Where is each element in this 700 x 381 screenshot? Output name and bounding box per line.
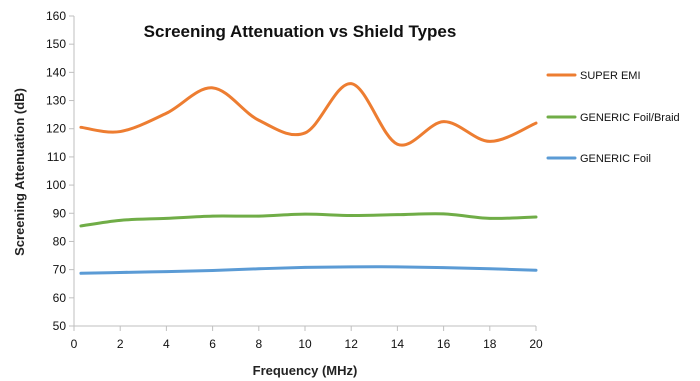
data-point-super-emi <box>441 119 445 123</box>
x-tick-label: 8 <box>255 337 262 351</box>
x-tick-label: 18 <box>483 337 497 351</box>
x-tick-label: 16 <box>437 337 451 351</box>
data-point-super-emi <box>303 131 307 135</box>
data-point-super-emi <box>488 139 492 143</box>
axes: 50 60 70 80 90 100 110 120 130 140 150 160 0 2 4 6 8 10 12… <box>46 9 543 351</box>
y-tick-label: 140 <box>46 65 66 79</box>
data-point-generic-foil <box>534 268 538 272</box>
series-line-generic-foil <box>79 265 538 275</box>
data-point-super-emi <box>534 121 538 125</box>
y-tick-label: 110 <box>47 150 66 164</box>
data-point-generic-foil-braid <box>164 216 168 220</box>
data-point-generic-foil <box>395 265 399 269</box>
data-point-generic-foil-braid <box>118 218 122 222</box>
data-point-super-emi <box>210 86 214 90</box>
data-point-generic-foil-braid <box>441 212 445 216</box>
series-line-generic-foil-braid <box>79 212 538 228</box>
plot-series <box>79 81 538 275</box>
data-point-generic-foil-braid <box>349 213 353 217</box>
data-point-generic-foil-braid <box>257 214 261 218</box>
x-tick-label: 2 <box>117 337 124 351</box>
legend: SUPER EMI GENERIC Foil/Braid GENERIC Foil <box>546 70 680 165</box>
data-point-generic-foil <box>257 267 261 271</box>
data-point-generic-foil-braid <box>488 216 492 220</box>
data-point-generic-foil <box>164 269 168 273</box>
y-tick-label: 60 <box>53 291 67 305</box>
y-axis-title: Screening Attenuation (dB) <box>12 88 27 256</box>
x-tick-label: 14 <box>391 337 405 351</box>
y-tick-label: 130 <box>46 94 66 108</box>
data-point-generic-foil <box>441 265 445 269</box>
y-tick-label: 120 <box>46 122 66 136</box>
data-point-generic-foil-braid <box>395 212 399 216</box>
y-tick-label: 50 <box>53 319 67 333</box>
series-line-super-emi <box>79 82 538 147</box>
x-tick-label: 6 <box>209 337 216 351</box>
data-point-generic-foil <box>79 271 83 275</box>
data-point-super-emi <box>395 142 399 146</box>
data-point-super-emi <box>164 111 168 115</box>
x-tick-label: 20 <box>529 337 543 351</box>
x-tick-label: 12 <box>345 337 359 351</box>
data-point-super-emi <box>257 118 261 122</box>
data-point-super-emi <box>79 125 83 129</box>
data-point-generic-foil <box>303 265 307 269</box>
x-tick-label: 10 <box>298 337 312 351</box>
x-axis-title: Frequency (MHz) <box>253 363 358 378</box>
legend-label-generic-foil-braid: GENERIC Foil/Braid <box>580 112 680 124</box>
data-point-generic-foil <box>349 265 353 269</box>
data-point-generic-foil-braid <box>79 224 83 228</box>
data-point-generic-foil-braid <box>210 214 214 218</box>
x-tick-label: 4 <box>163 337 170 351</box>
y-tick-label: 90 <box>53 206 67 220</box>
data-point-generic-foil-braid <box>534 215 538 219</box>
y-tick-label: 160 <box>46 9 66 23</box>
data-point-generic-foil-braid <box>303 212 307 216</box>
y-tick-label: 70 <box>53 263 67 277</box>
data-point-generic-foil <box>488 267 492 271</box>
chart-title: Screening Attenuation vs Shield Types <box>144 22 457 41</box>
data-point-generic-foil <box>210 268 214 272</box>
y-tick-label: 100 <box>46 178 66 192</box>
legend-label-super-emi: SUPER EMI <box>580 70 641 82</box>
y-tick-label: 150 <box>46 37 66 51</box>
data-point-generic-foil <box>118 270 122 274</box>
x-tick-label: 0 <box>71 337 78 351</box>
legend-label-generic-foil: GENERIC Foil <box>580 153 651 165</box>
data-point-super-emi <box>118 129 122 133</box>
y-tick-label: 80 <box>53 234 67 248</box>
data-point-super-emi <box>349 81 353 85</box>
